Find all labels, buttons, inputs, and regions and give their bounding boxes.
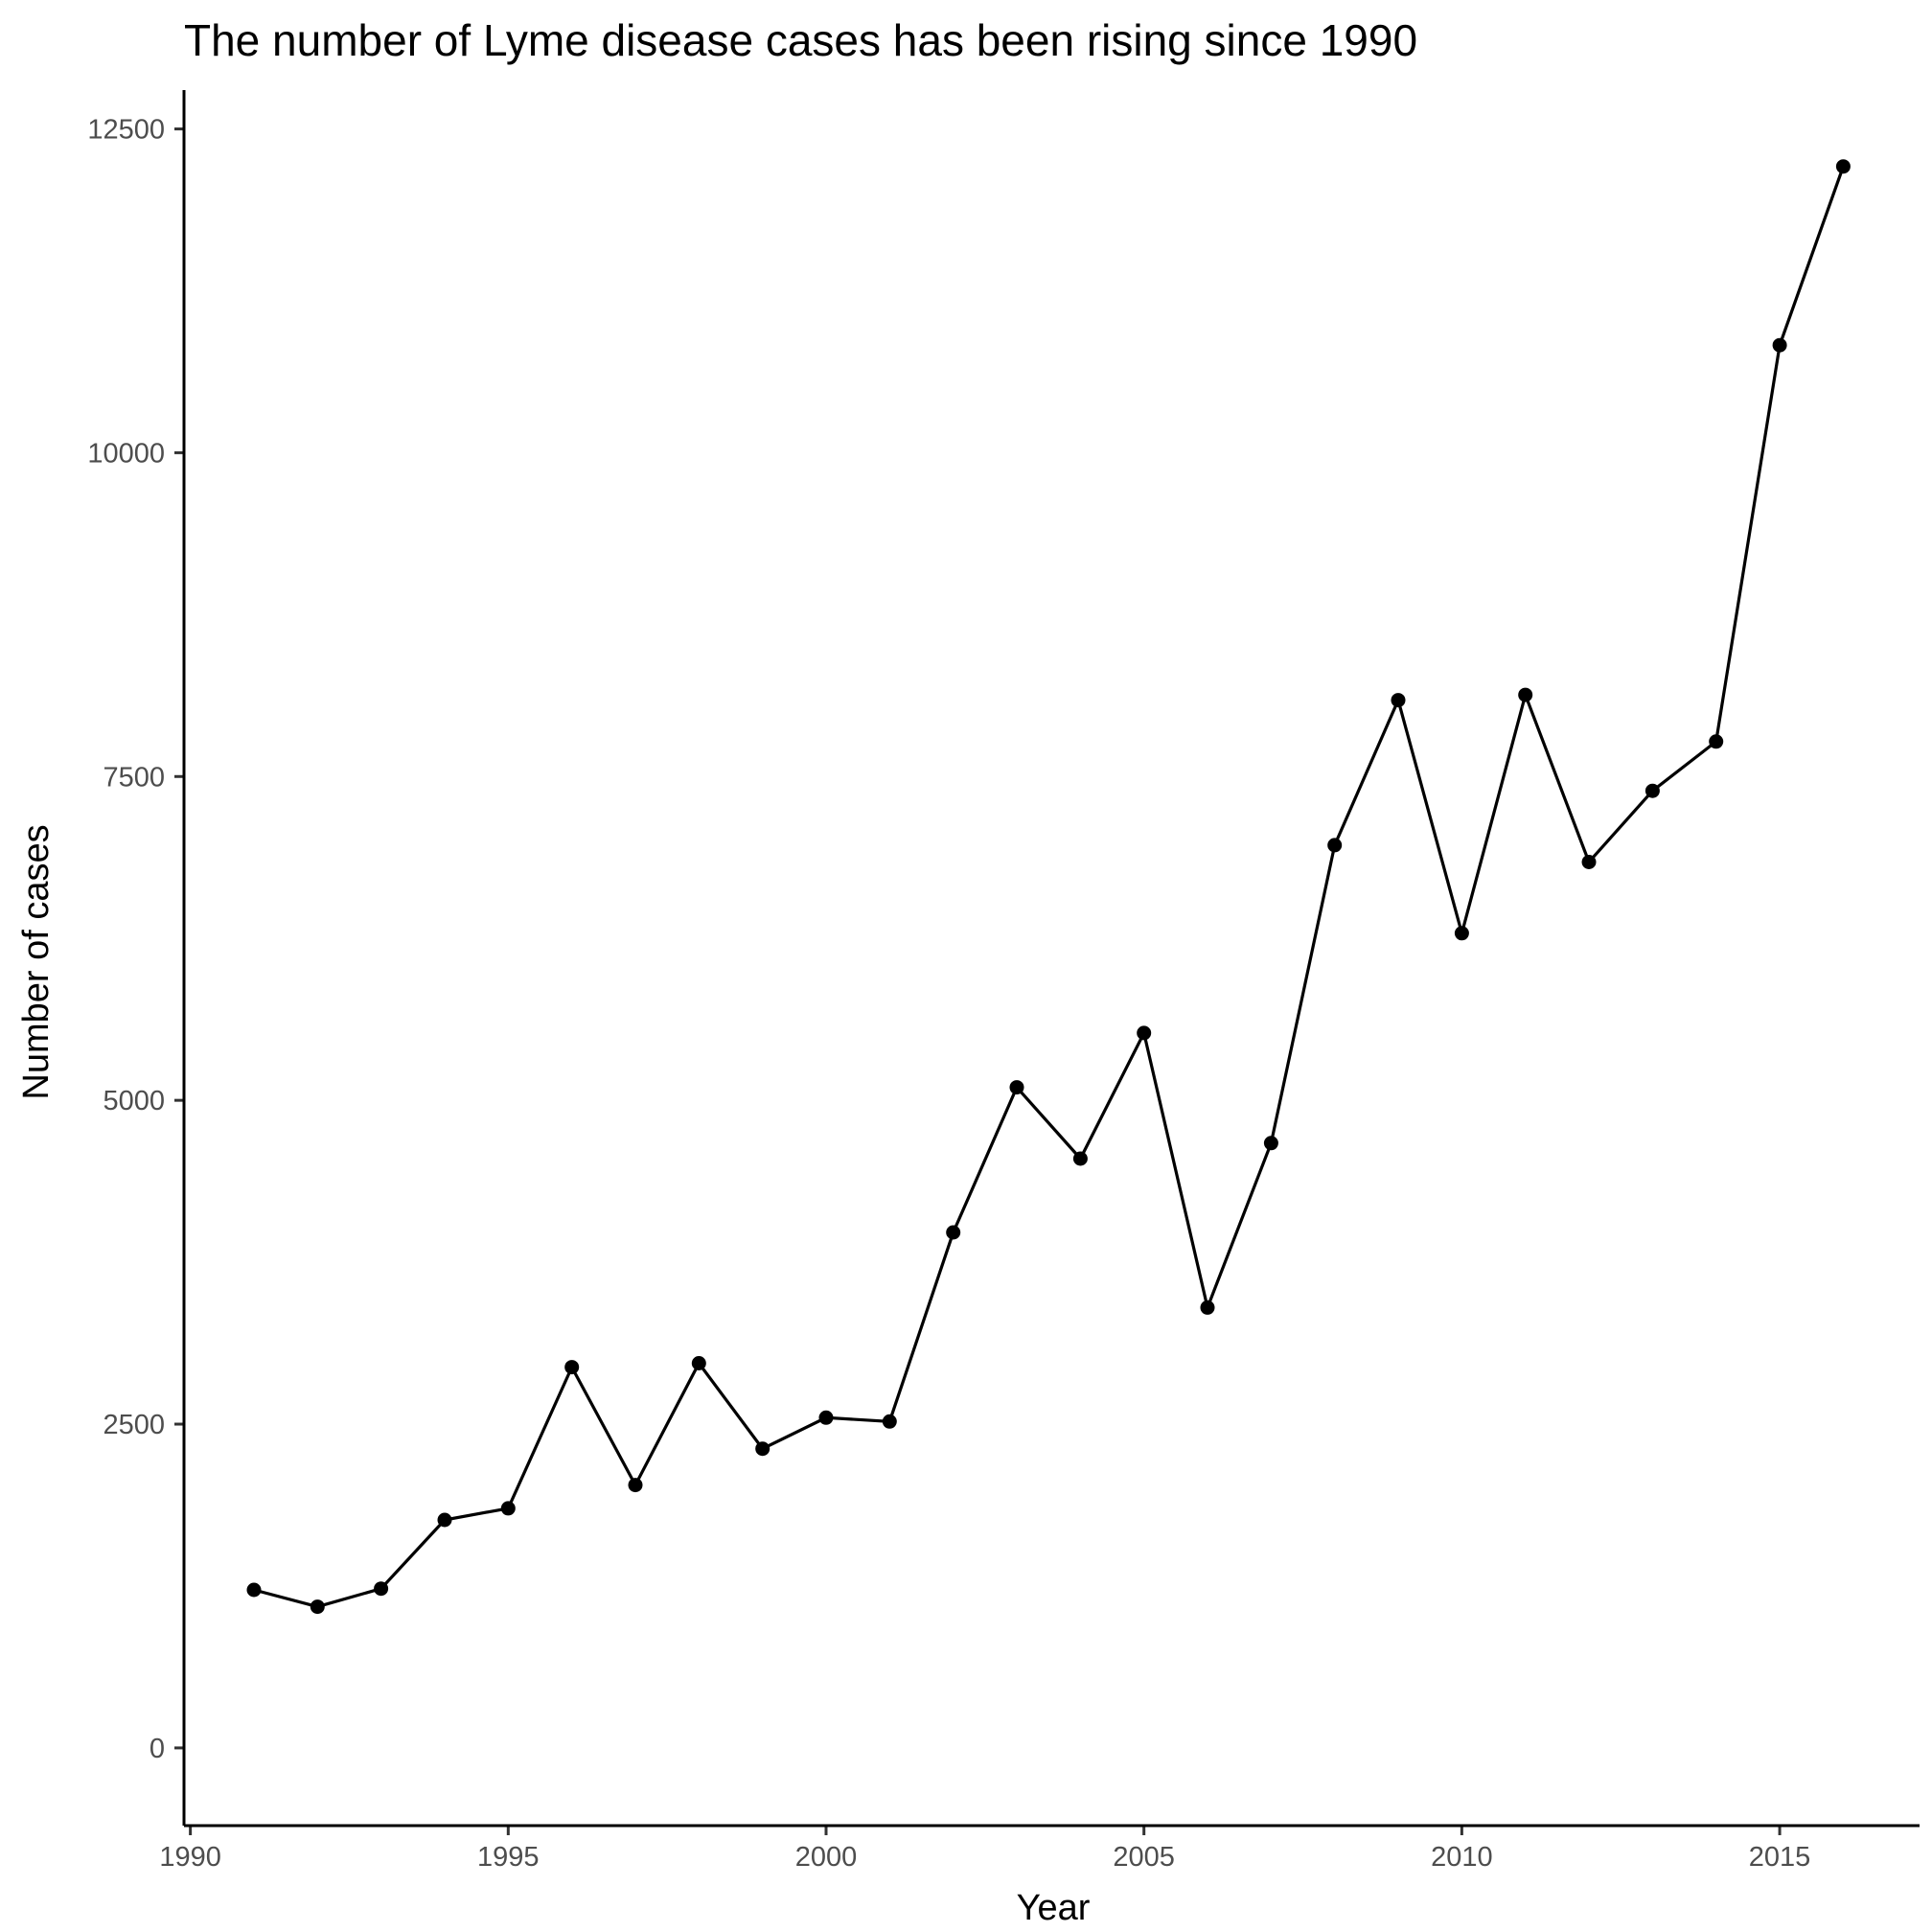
x-tick-label: 2010 bbox=[1431, 1842, 1493, 1873]
data-point-1996 bbox=[564, 1360, 580, 1375]
x-axis-label: Year bbox=[1017, 1888, 1091, 1928]
data-point-2003 bbox=[1009, 1080, 1024, 1095]
data-point-2001 bbox=[882, 1414, 897, 1429]
data-points bbox=[246, 159, 1851, 1615]
data-point-1999 bbox=[755, 1441, 770, 1457]
y-tick-label: 2500 bbox=[103, 1410, 165, 1440]
series-line bbox=[253, 166, 1845, 1609]
y-tick-label: 10000 bbox=[87, 438, 165, 469]
y-tick-label: 12500 bbox=[87, 115, 165, 146]
data-point-1992 bbox=[310, 1599, 325, 1615]
y-tick-label: 0 bbox=[150, 1734, 165, 1764]
data-point-2014 bbox=[1709, 734, 1724, 749]
y-axis-ticks: 0 2500 5000 7500 10000 12500 bbox=[87, 115, 184, 1764]
x-tick-label: 1990 bbox=[159, 1842, 221, 1873]
data-point-2009 bbox=[1391, 693, 1406, 708]
data-point-2010 bbox=[1454, 926, 1469, 941]
x-tick-label: 2000 bbox=[795, 1842, 858, 1873]
x-tick-label: 2015 bbox=[1749, 1842, 1811, 1873]
y-axis-label: Number of cases bbox=[16, 824, 57, 1099]
data-point-2008 bbox=[1327, 838, 1343, 853]
x-axis-ticks: 1990 1995 2000 2005 2010 2015 bbox=[159, 1826, 1810, 1873]
data-point-1991 bbox=[246, 1582, 262, 1598]
data-point-2016 bbox=[1835, 159, 1851, 174]
y-tick-label: 5000 bbox=[103, 1086, 165, 1116]
data-point-2004 bbox=[1072, 1151, 1088, 1166]
data-point-2007 bbox=[1263, 1136, 1278, 1151]
y-tick-label: 7500 bbox=[103, 762, 165, 793]
data-point-1997 bbox=[628, 1478, 643, 1493]
data-point-2005 bbox=[1137, 1025, 1152, 1041]
data-point-1995 bbox=[500, 1501, 516, 1516]
data-point-2012 bbox=[1581, 855, 1597, 869]
data-point-1994 bbox=[437, 1512, 452, 1528]
data-point-2000 bbox=[818, 1410, 834, 1425]
data-point-2015 bbox=[1772, 337, 1787, 353]
data-point-1993 bbox=[374, 1581, 389, 1597]
data-point-2002 bbox=[946, 1225, 961, 1240]
x-tick-label: 2005 bbox=[1113, 1842, 1175, 1873]
data-point-2011 bbox=[1518, 687, 1533, 702]
data-point-1998 bbox=[691, 1356, 706, 1370]
x-tick-label: 1995 bbox=[477, 1842, 540, 1873]
data-point-2013 bbox=[1644, 783, 1660, 798]
data-point-2006 bbox=[1200, 1300, 1215, 1315]
chart-title: The number of Lyme disease cases has bee… bbox=[184, 15, 1417, 65]
